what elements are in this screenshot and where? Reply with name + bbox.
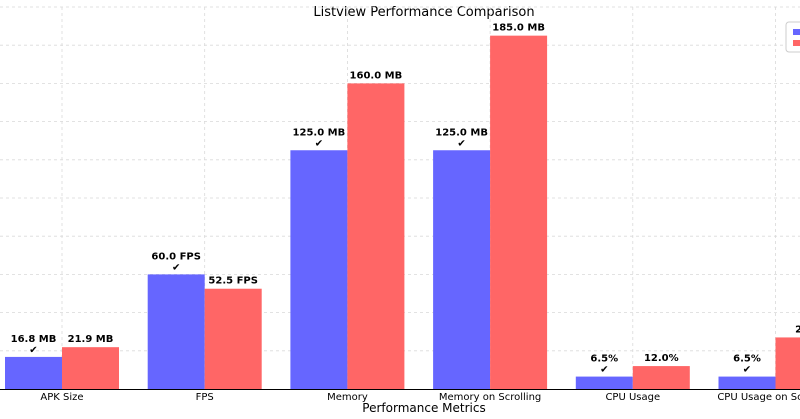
bar-series-1-2 bbox=[290, 150, 348, 389]
bar-series-2-0 bbox=[62, 347, 119, 389]
value-label: 125.0 MB bbox=[435, 127, 488, 138]
bar-series-2-5 bbox=[775, 337, 800, 389]
bar-series-1-3 bbox=[433, 150, 491, 389]
bar-series-2-4 bbox=[632, 366, 690, 389]
value-label: 60.0 FPS bbox=[151, 251, 201, 262]
bar-series-1-5 bbox=[718, 376, 776, 389]
value-label: 125.0 MB bbox=[293, 127, 346, 138]
bar-series-1-4 bbox=[575, 376, 633, 389]
x-axis-label: Performance Metrics bbox=[362, 401, 485, 415]
bar-series-2-2 bbox=[347, 83, 405, 390]
value-label: 16.8 MB bbox=[11, 334, 57, 345]
checkmark-icon: ✔ bbox=[29, 345, 37, 356]
x-tick-label: FPS bbox=[196, 392, 214, 403]
value-label: 6.5% bbox=[733, 354, 761, 365]
legend-frame bbox=[785, 21, 800, 53]
legend bbox=[785, 21, 800, 53]
x-tick-label: CPU Usage bbox=[605, 392, 660, 403]
legend-swatch-series-1 bbox=[793, 29, 800, 35]
x-tick-label: Memory bbox=[327, 392, 368, 403]
value-label: 6.5% bbox=[590, 354, 618, 365]
bar-series-2-1 bbox=[204, 288, 262, 389]
value-label: 21.9 MB bbox=[68, 334, 114, 345]
bars bbox=[5, 35, 800, 390]
grid bbox=[0, 6, 800, 389]
legend-swatch-series-2 bbox=[793, 40, 800, 46]
x-tick-label: APK Size bbox=[40, 392, 83, 403]
x-tick-labels: APK Size FPS Memory Memory on Scrolling CPU … bbox=[40, 392, 800, 403]
checkmark-icon: ✔ bbox=[172, 262, 180, 273]
bar-series-2-3 bbox=[490, 35, 548, 390]
checkmark-icon: ✔ bbox=[315, 138, 323, 149]
checkmark-icon: ✔ bbox=[457, 138, 465, 149]
value-label: 185.0 MB bbox=[492, 23, 545, 34]
value-label: 160.0 MB bbox=[350, 70, 403, 81]
checkmark-icon: ✔ bbox=[743, 365, 751, 376]
chart-title: Listview Performance Comparison bbox=[313, 5, 534, 20]
checkmark-icon: ✔ bbox=[600, 365, 608, 376]
bar-series-1-1 bbox=[147, 274, 205, 389]
value-label: 12.0% bbox=[644, 353, 679, 364]
x-tick-label: Memory on Scrolling bbox=[439, 392, 541, 403]
bar-series-1-0 bbox=[5, 356, 62, 389]
x-tick-label: CPU Usage on Scrolling bbox=[717, 392, 800, 403]
value-label: 27. bbox=[795, 324, 800, 335]
value-label: 52.5 FPS bbox=[208, 276, 258, 287]
